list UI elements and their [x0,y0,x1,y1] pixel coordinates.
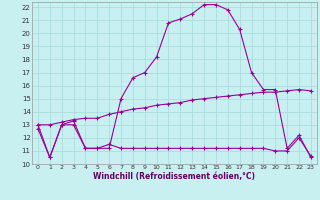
X-axis label: Windchill (Refroidissement éolien,°C): Windchill (Refroidissement éolien,°C) [93,172,255,181]
